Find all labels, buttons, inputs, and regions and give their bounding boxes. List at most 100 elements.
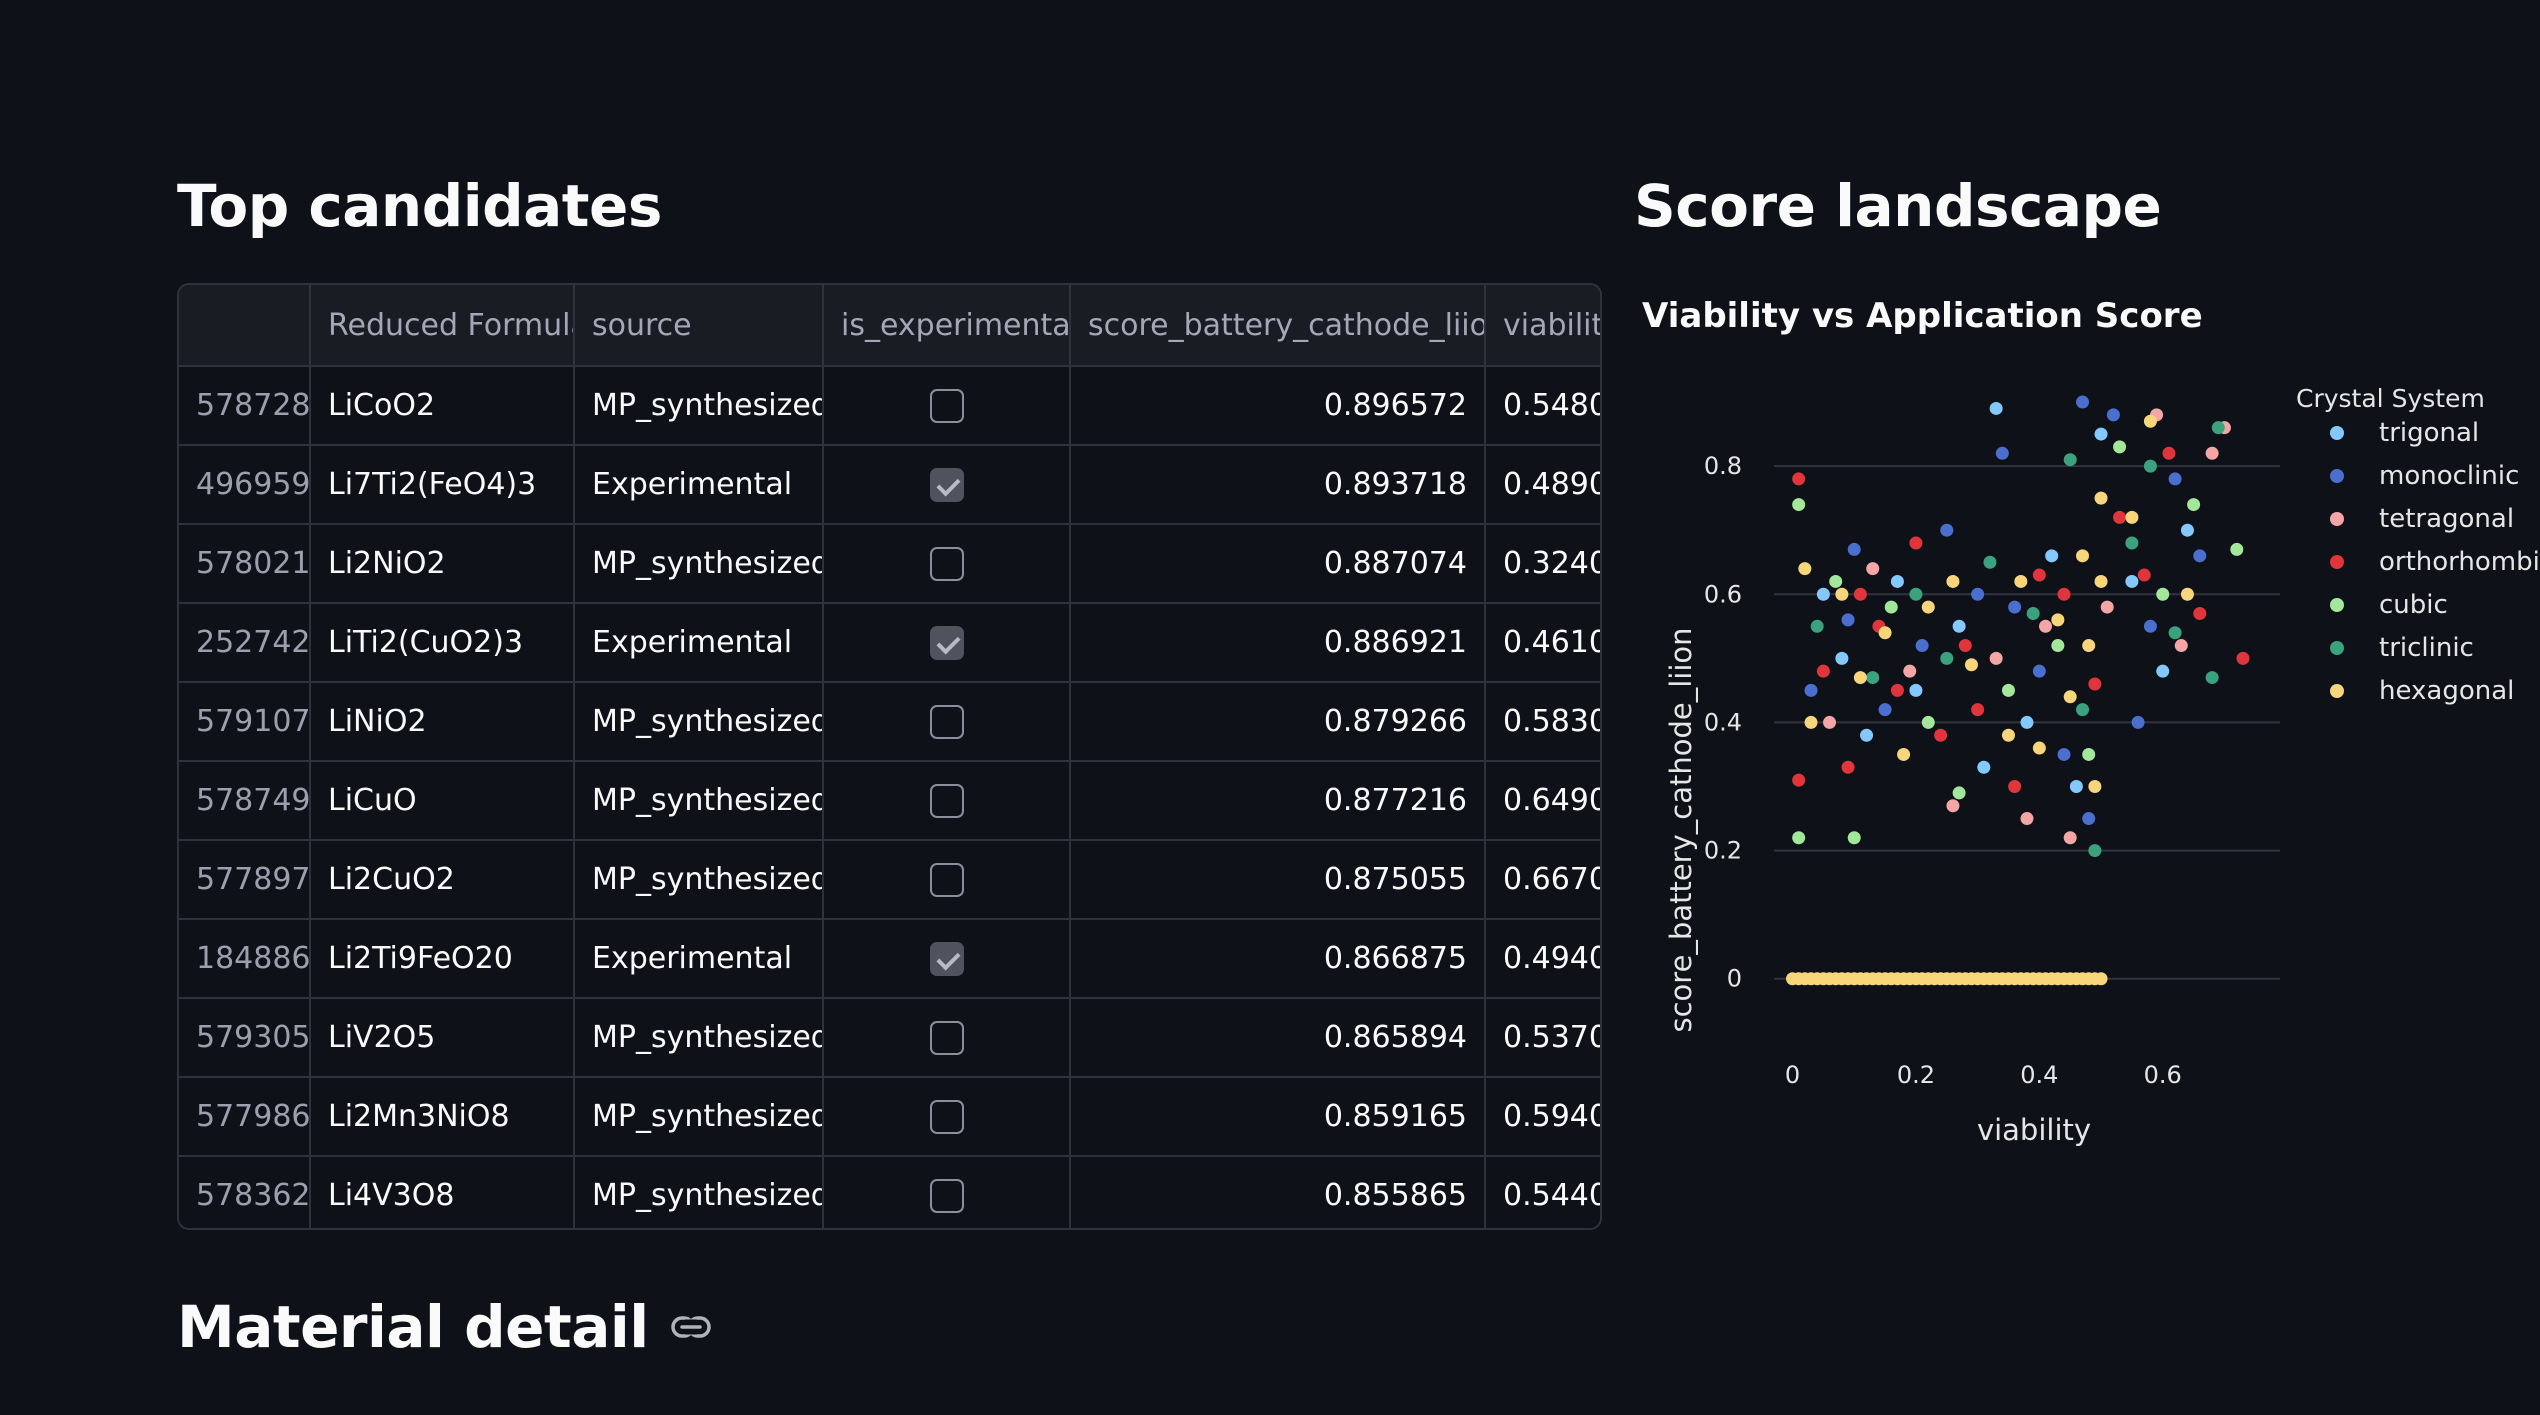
legend-marker-monoclinic[interactable] [2330, 469, 2344, 483]
row-index[interactable]: 577986 [179, 1077, 311, 1157]
row-index[interactable]: 578362 [179, 1156, 311, 1228]
score-cell[interactable]: 0.887074 [1070, 524, 1486, 604]
checkbox[interactable] [929, 705, 964, 740]
row-index[interactable]: 252742 [179, 603, 311, 683]
column-header-source[interactable]: source [574, 285, 824, 367]
formula-cell[interactable]: Li7Ti2(FeO4)3 [310, 445, 575, 525]
source-cell[interactable]: Experimental [574, 919, 824, 999]
score-cell[interactable]: 0.893718 [1070, 445, 1486, 525]
is-experimental-cell[interactable] [823, 998, 1071, 1078]
score-cell[interactable]: 0.866875 [1070, 919, 1486, 999]
column-header-viability[interactable]: viability [1485, 285, 1600, 367]
legend-marker-hexagonal[interactable] [2330, 684, 2344, 698]
source-cell[interactable]: MP_synthesized [574, 366, 824, 446]
score-cell[interactable]: 0.879266 [1070, 682, 1486, 762]
formula-cell[interactable]: Li2Ti9FeO20 [310, 919, 575, 999]
table-row[interactable]: 577897 Li2CuO2 MP_synthesized 0.875055 0.667… [179, 840, 1600, 920]
checkbox[interactable] [929, 389, 964, 424]
legend-item-triclinic[interactable]: triclinic [2379, 633, 2474, 663]
formula-cell[interactable]: Li4V3O8 [310, 1156, 575, 1228]
viability-cell[interactable]: 0.548000 [1485, 366, 1600, 446]
checkbox[interactable] [929, 942, 964, 977]
source-cell[interactable]: MP_synthesized [574, 840, 824, 920]
legend-marker-orthorhombic[interactable] [2330, 555, 2344, 569]
is-experimental-cell[interactable] [823, 1156, 1071, 1228]
is-experimental-cell[interactable] [823, 366, 1071, 446]
table-row[interactable]: 578021 Li2NiO2 MP_synthesized 0.887074 0.324… [179, 524, 1600, 604]
table-row[interactable]: 252742 LiTi2(CuO2)3 Experimental 0.886921 0.… [179, 603, 1600, 683]
table-row[interactable]: 577986 Li2Mn3NiO8 MP_synthesized 0.859165 0.… [179, 1077, 1600, 1157]
legend-marker-trigonal[interactable] [2330, 426, 2344, 440]
row-index[interactable]: 496959 [179, 445, 311, 525]
viability-cell[interactable]: 0.594000 [1485, 1077, 1600, 1157]
formula-cell[interactable]: LiTi2(CuO2)3 [310, 603, 575, 683]
checkbox[interactable] [929, 1179, 964, 1214]
is-experimental-cell[interactable] [823, 603, 1071, 683]
row-index[interactable]: 579107 [179, 682, 311, 762]
source-cell[interactable]: Experimental [574, 445, 824, 525]
legend-item-hexagonal[interactable]: hexagonal [2379, 676, 2514, 706]
formula-cell[interactable]: LiV2O5 [310, 998, 575, 1078]
legend-item-orthorhombic[interactable]: orthorhombic [2379, 547, 2540, 577]
checkbox[interactable] [929, 863, 964, 898]
link-icon[interactable] [670, 1314, 711, 1340]
table-row[interactable]: 496959 Li7Ti2(FeO4)3 Experimental 0.893718 0… [179, 445, 1600, 525]
is-experimental-cell[interactable] [823, 445, 1071, 525]
candidates-table[interactable]: Reduced Formula source is_experimental s… [177, 283, 1602, 1230]
row-index[interactable]: 578728 [179, 366, 311, 446]
is-experimental-cell[interactable] [823, 761, 1071, 841]
checkbox[interactable] [929, 468, 964, 503]
score-cell[interactable]: 0.875055 [1070, 840, 1486, 920]
is-experimental-cell[interactable] [823, 919, 1071, 999]
formula-cell[interactable]: Li2NiO2 [310, 524, 575, 604]
viability-cell[interactable]: 0.537000 [1485, 998, 1600, 1078]
is-experimental-cell[interactable] [823, 682, 1071, 762]
formula-cell[interactable]: LiNiO2 [310, 682, 575, 762]
legend-marker-triclinic[interactable] [2330, 641, 2344, 655]
formula-cell[interactable]: LiCoO2 [310, 366, 575, 446]
column-header-formula[interactable]: Reduced Formula [310, 285, 575, 367]
viability-cell[interactable]: 0.461000 [1485, 603, 1600, 683]
viability-cell[interactable]: 0.583000 [1485, 682, 1600, 762]
is-experimental-cell[interactable] [823, 1077, 1071, 1157]
viability-cell[interactable]: 0.494000 [1485, 919, 1600, 999]
row-index[interactable]: 184886 [179, 919, 311, 999]
is-experimental-cell[interactable] [823, 524, 1071, 604]
formula-cell[interactable]: Li2CuO2 [310, 840, 575, 920]
source-cell[interactable]: MP_synthesized [574, 682, 824, 762]
viability-cell[interactable]: 0.649000 [1485, 761, 1600, 841]
table-row[interactable]: 578362 Li4V3O8 MP_synthesized 0.855865 0.544… [179, 1156, 1600, 1228]
legend-item-tetragonal[interactable]: tetragonal [2379, 504, 2514, 534]
legend-item-trigonal[interactable]: trigonal [2379, 418, 2479, 448]
score-landscape-chart[interactable]: Viability vs Application Score 0 0.2 0.4 0.… [1634, 285, 2540, 1185]
score-cell[interactable]: 0.865894 [1070, 998, 1486, 1078]
source-cell[interactable]: MP_synthesized [574, 761, 824, 841]
score-cell[interactable]: 0.886921 [1070, 603, 1486, 683]
legend-marker-cubic[interactable] [2330, 598, 2344, 612]
legend-item-cubic[interactable]: cubic [2379, 590, 2448, 620]
viability-cell[interactable]: 0.489000 [1485, 445, 1600, 525]
source-cell[interactable]: Experimental [574, 603, 824, 683]
score-cell[interactable]: 0.855865 [1070, 1156, 1486, 1228]
score-cell[interactable]: 0.877216 [1070, 761, 1486, 841]
viability-cell[interactable]: 0.544000 [1485, 1156, 1600, 1228]
formula-cell[interactable]: Li2Mn3NiO8 [310, 1077, 575, 1157]
legend-marker-tetragonal[interactable] [2330, 512, 2344, 526]
column-header-is-experimental[interactable]: is_experimental [823, 285, 1071, 367]
row-index[interactable]: 577897 [179, 840, 311, 920]
checkbox[interactable] [929, 1021, 964, 1056]
checkbox[interactable] [929, 784, 964, 819]
row-index[interactable]: 579305 [179, 998, 311, 1078]
column-header-index[interactable] [179, 285, 311, 367]
viability-cell[interactable]: 0.324000 [1485, 524, 1600, 604]
formula-cell[interactable]: LiCuO [310, 761, 575, 841]
table-row[interactable]: 184886 Li2Ti9FeO20 Experimental 0.866875 0.4… [179, 919, 1600, 999]
legend-item-monoclinic[interactable]: monoclinic [2379, 461, 2519, 491]
checkbox[interactable] [929, 1100, 964, 1135]
source-cell[interactable]: MP_synthesized [574, 1156, 824, 1228]
checkbox[interactable] [929, 547, 964, 582]
